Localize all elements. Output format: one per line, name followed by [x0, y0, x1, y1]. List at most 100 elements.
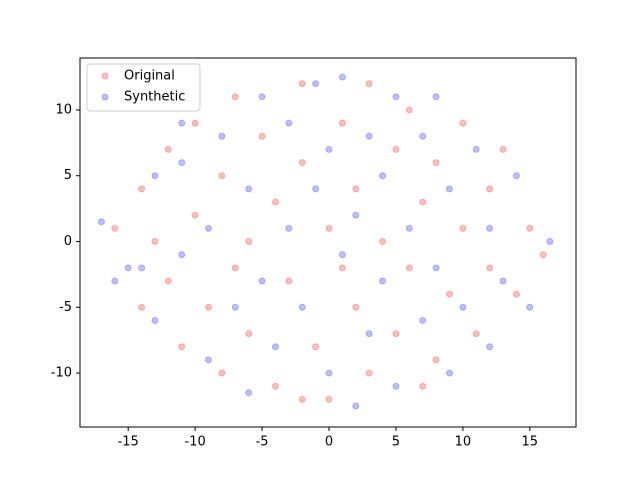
x-tick-label: 0 — [325, 435, 333, 450]
point — [271, 198, 279, 206]
point — [231, 264, 239, 272]
point — [486, 224, 494, 232]
point — [298, 303, 306, 311]
point — [352, 211, 360, 219]
point — [472, 330, 480, 338]
point — [178, 159, 186, 167]
point — [472, 145, 480, 153]
point — [392, 93, 400, 101]
point — [539, 251, 547, 259]
point — [459, 119, 467, 127]
point — [486, 343, 494, 351]
point — [151, 172, 159, 180]
point — [338, 73, 346, 81]
axes-frame — [79, 57, 577, 428]
point — [205, 224, 213, 232]
point — [365, 330, 373, 338]
point — [271, 343, 279, 351]
point — [352, 303, 360, 311]
point — [512, 290, 520, 298]
point — [218, 172, 226, 180]
point — [111, 224, 119, 232]
point — [419, 132, 427, 140]
point — [285, 277, 293, 285]
y-tick-label: -5 — [59, 300, 72, 315]
point — [231, 93, 239, 101]
point — [338, 264, 346, 272]
point — [258, 93, 266, 101]
point — [285, 119, 293, 127]
point — [445, 290, 453, 298]
point — [312, 80, 320, 88]
point — [245, 389, 253, 397]
point — [419, 316, 427, 324]
point — [365, 80, 373, 88]
point — [138, 185, 146, 193]
point — [312, 185, 320, 193]
point — [379, 277, 387, 285]
point — [432, 356, 440, 364]
x-tick-label: 5 — [392, 435, 400, 450]
point — [405, 106, 413, 114]
point — [205, 303, 213, 311]
point — [365, 132, 373, 140]
point — [325, 369, 333, 377]
point — [325, 224, 333, 232]
point — [338, 119, 346, 127]
point — [352, 185, 360, 193]
point — [312, 343, 320, 351]
point — [258, 132, 266, 140]
point — [138, 303, 146, 311]
legend-marker — [101, 93, 109, 101]
point — [138, 264, 146, 272]
legend-box — [86, 63, 201, 112]
point — [218, 369, 226, 377]
point — [258, 277, 266, 285]
point — [432, 159, 440, 167]
point — [178, 119, 186, 127]
point — [245, 185, 253, 193]
point — [486, 264, 494, 272]
point — [486, 185, 494, 193]
point — [325, 395, 333, 403]
point — [164, 145, 172, 153]
point — [445, 369, 453, 377]
point — [285, 224, 293, 232]
point — [298, 395, 306, 403]
legend-marker — [101, 72, 109, 80]
x-tick-label: -10 — [185, 435, 206, 450]
y-tick-label: -10 — [51, 366, 72, 381]
point — [405, 224, 413, 232]
point — [245, 330, 253, 338]
point — [526, 303, 534, 311]
point — [218, 132, 226, 140]
plot-area — [80, 58, 576, 427]
point — [379, 238, 387, 246]
point — [178, 251, 186, 259]
point — [499, 277, 507, 285]
y-tick-label: 0 — [64, 234, 72, 249]
point — [432, 93, 440, 101]
point — [205, 356, 213, 364]
point — [499, 145, 507, 153]
y-tick-label: 5 — [64, 168, 72, 183]
point — [352, 402, 360, 410]
point — [231, 303, 239, 311]
point — [459, 224, 467, 232]
legend-label: Synthetic — [124, 90, 185, 105]
point — [271, 382, 279, 390]
point — [546, 238, 554, 246]
point — [365, 369, 373, 377]
point — [379, 172, 387, 180]
point — [392, 145, 400, 153]
point — [459, 303, 467, 311]
x-tick-label: 15 — [522, 435, 539, 450]
point — [419, 382, 427, 390]
point — [151, 238, 159, 246]
point — [512, 172, 520, 180]
point — [164, 277, 172, 285]
point — [298, 159, 306, 167]
point — [338, 251, 346, 259]
point — [151, 316, 159, 324]
